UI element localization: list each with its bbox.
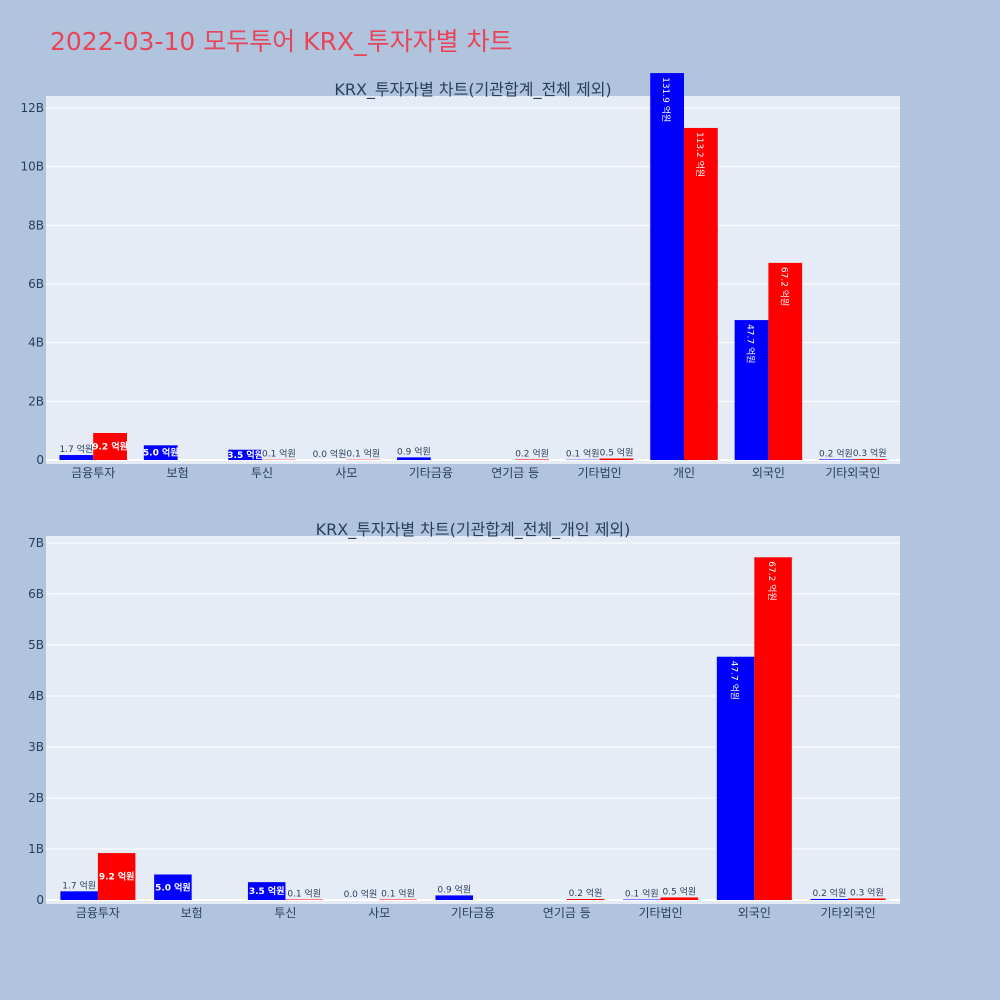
bar [754,557,792,900]
bar-value-label: 47.7 억원 [729,661,741,700]
x-tick-label: 금융투자 [76,906,120,920]
bar [819,459,853,460]
bar [650,73,684,461]
y-tick-label: 7B [28,536,44,550]
y-tick-label: 5B [28,638,44,652]
x-tick-label: 보험 [167,466,189,480]
bar [623,899,661,900]
bar-value-label: 3.5 억원 [227,449,263,461]
bar [734,320,769,460]
bar [852,459,887,460]
bar-value-label: 0.2 억원 [812,887,846,899]
y-tick-label: 0 [36,893,44,907]
bar [97,853,136,900]
bar [60,891,98,900]
bar [143,445,178,460]
x-tick-label: 사모 [368,906,390,920]
y-tick-label: 2B [28,791,44,805]
x-tick-label: 연기금 등 [491,466,539,480]
x-tick-label: 금융투자 [71,466,115,480]
bar-value-label: 0.1 억원 [262,448,296,460]
bar-value-label: 0.5 억원 [662,885,696,897]
y-tick-label: 1B [28,842,44,856]
x-tick-label: 기타외국인 [821,906,876,920]
x-tick-label: 연기금 등 [543,906,591,920]
bar-value-label: 1.7 억원 [62,879,96,891]
x-tick-label: 투신 [251,466,273,480]
y-tick-label: 3B [28,740,44,754]
bar [397,457,431,460]
x-tick-label: 기타금융 [451,906,495,920]
bar [599,458,634,460]
x-tick-label: 외국인 [738,906,771,920]
bar [716,656,755,900]
x-tick-label: 기타금융 [409,466,453,480]
x-tick-label: 기타법인 [638,906,682,920]
bar-value-label: 5.0 억원 [155,881,191,893]
bar [59,455,94,460]
bar-value-label: 0.1 억원 [625,887,659,899]
y-tick-label: 4B [28,689,44,703]
bar [848,898,886,900]
chart-excluding-institutions-individuals: KRX_투자자별 차트(기관합계_전체_개인 제외) 0 1B 2B 3B 4B 5B 6B… [28,520,900,920]
y-tick-label: 8B [28,218,44,232]
bar [228,449,262,460]
chart-title: KRX_투자자별 차트(기관합계_전체 제외) [334,80,611,100]
bar-value-label: 0.1 억원 [566,448,600,460]
bar-value-label: 47.7 억원 [745,324,757,363]
bar-value-label: 0.3 억원 [850,886,884,898]
y-tick-label: 2B [28,394,44,408]
x-tick-label: 사모 [335,466,357,480]
bar-value-label: 5.0 억원 [143,447,179,459]
y-tick-label: 6B [28,587,44,601]
bar-value-label: 131.9 억원 [660,77,672,122]
bar-value-label: 113.2 억원 [694,132,706,177]
x-tick-label: 투신 [274,906,296,920]
y-tick-label: 4B [28,336,44,350]
bar-value-label: 9.2 억원 [99,871,135,883]
bar-value-label: 1.7 억원 [59,443,93,455]
chart-title: KRX_투자자별 차트(기관합계_전체_개인 제외) [316,520,631,540]
bar [566,898,605,900]
bar-value-label: 0.2 억원 [819,447,853,459]
x-tick-label: 보험 [181,906,203,920]
bar-value-label: 0.9 억원 [397,445,431,457]
bar-value-label: 0.5 억원 [600,447,634,459]
x-tick-label: 외국인 [752,466,785,480]
bar [810,898,849,900]
bar [285,899,323,900]
chart-excluding-institutions: KRX_투자자별 차트(기관합계_전체 제외) 0 2B 4B 6B 8B 10B 12B 금… [20,73,900,480]
bar [435,895,473,900]
bar-value-label: 67.2 억원 [778,267,790,306]
bar-value-label: 0.2 억원 [569,887,603,899]
bar-value-label: 0.0 억원 [344,888,378,900]
bar-value-label: 0.9 억원 [437,883,471,895]
bar [93,433,127,460]
y-tick-label: 6B [28,277,44,291]
bar [379,899,417,900]
bar [684,127,718,461]
x-tick-label: 기타외국인 [825,466,880,480]
bar-value-label: 0.1 억원 [287,887,321,899]
y-tick-label: 0 [36,453,44,467]
bar-value-label: 3.5 억원 [249,885,285,897]
bar-value-label: 0.3 억원 [853,447,887,459]
bar-value-label: 67.2 억원 [766,561,778,600]
bar-value-label: 0.0 억원 [313,448,347,460]
x-tick-label: 개인 [673,466,695,480]
y-tick-label: 12B [20,101,44,115]
bar [660,897,699,900]
bar [154,874,192,900]
y-tick-label: 10B [20,160,44,174]
bar-value-label: 0.2 억원 [515,447,549,459]
bar-value-label: 9.2 억원 [92,441,128,453]
bar [768,262,803,460]
bar-value-label: 0.1 억원 [381,887,415,899]
bar [515,459,549,460]
page-title: 2022-03-10 모두투어 KRX_투자자별 차트 [50,27,513,56]
bar [247,882,286,900]
x-tick-label: 기타법인 [578,466,622,480]
bar-value-label: 0.1 억원 [346,448,380,460]
